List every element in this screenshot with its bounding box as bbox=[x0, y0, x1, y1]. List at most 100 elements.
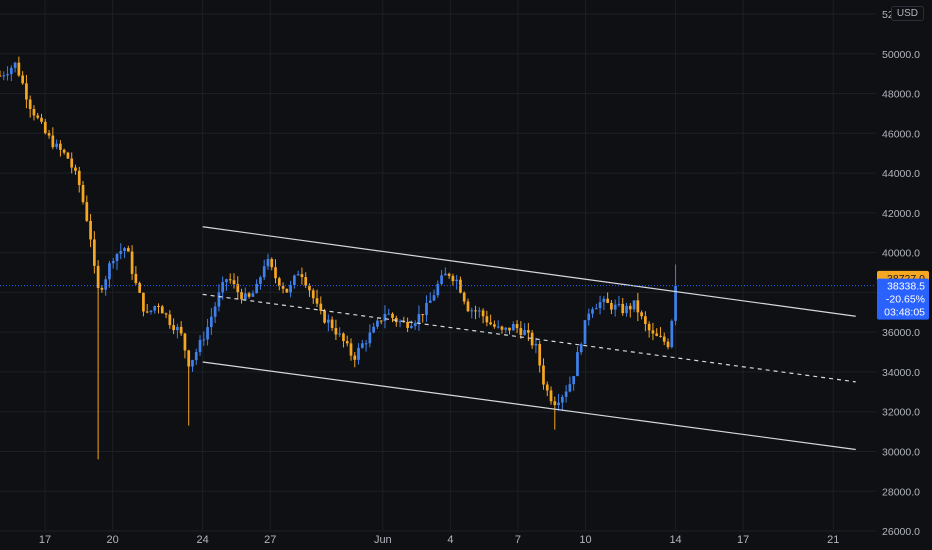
x-tick-label: 24 bbox=[197, 534, 209, 546]
candle-body bbox=[157, 306, 160, 308]
currency-label[interactable]: USD bbox=[890, 6, 924, 21]
candle-body bbox=[221, 282, 225, 293]
candle-body bbox=[85, 202, 89, 221]
channel-lower-line[interactable] bbox=[202, 361, 856, 451]
candle-body bbox=[198, 339, 202, 353]
candle-body bbox=[530, 332, 534, 346]
descending-channel[interactable] bbox=[202, 226, 856, 451]
candle-body bbox=[92, 239, 96, 266]
candle-body bbox=[496, 326, 500, 328]
candle-body bbox=[209, 316, 213, 328]
candle-body bbox=[326, 319, 330, 323]
channel-upper-line[interactable] bbox=[202, 226, 856, 317]
candle-body bbox=[579, 344, 583, 353]
candle-body bbox=[568, 384, 572, 392]
candle-body bbox=[142, 292, 145, 312]
candle-body bbox=[436, 283, 440, 296]
candle-body bbox=[413, 323, 417, 326]
channel-mid-line[interactable] bbox=[202, 293, 856, 383]
candlestick-series bbox=[0, 56, 677, 460]
candle-body bbox=[398, 321, 402, 323]
last-price-badge-text: -20.65% bbox=[886, 294, 925, 306]
candle-body bbox=[481, 310, 485, 317]
candle-body bbox=[515, 324, 519, 329]
candle-body bbox=[621, 303, 625, 314]
candle-body bbox=[179, 326, 183, 334]
candle-body bbox=[606, 298, 609, 303]
candle-body bbox=[296, 274, 300, 276]
candle-body bbox=[383, 313, 387, 322]
candle-body bbox=[655, 333, 659, 336]
candle-body bbox=[89, 220, 92, 240]
candle-body bbox=[602, 298, 606, 303]
candle-body bbox=[387, 313, 391, 315]
candle-body bbox=[632, 300, 636, 310]
candle-body bbox=[443, 273, 447, 276]
candle-body bbox=[345, 341, 349, 344]
time-axis[interactable]: 17 20 24 27 Jun 4 7 10 14 17 21 bbox=[39, 534, 839, 546]
candle-body bbox=[557, 402, 560, 406]
candle-body bbox=[36, 115, 40, 118]
candle-body bbox=[572, 376, 576, 385]
candle-body bbox=[338, 333, 342, 335]
candle-body bbox=[55, 143, 58, 148]
candle-body bbox=[628, 305, 632, 310]
candle-body bbox=[304, 277, 308, 286]
candle-body bbox=[308, 285, 311, 291]
candle-body bbox=[134, 273, 138, 284]
candle-body bbox=[459, 279, 462, 293]
candle-body bbox=[334, 327, 338, 335]
x-tick-label: 17 bbox=[737, 534, 749, 546]
candle-body bbox=[21, 75, 25, 84]
candle-body bbox=[545, 384, 549, 391]
candle-body bbox=[255, 283, 259, 294]
candle-body bbox=[47, 133, 51, 136]
candle-body bbox=[13, 62, 17, 68]
candle-body bbox=[372, 326, 375, 333]
candle-body bbox=[342, 333, 345, 342]
candle-body bbox=[493, 324, 496, 327]
candle-body bbox=[659, 335, 662, 337]
candle-body bbox=[647, 323, 651, 331]
candle-body bbox=[251, 293, 255, 297]
price-badges: 38727.038338.5-20.65%03:48:05 bbox=[877, 270, 929, 320]
candle-body bbox=[391, 313, 394, 318]
candle-body bbox=[119, 251, 123, 254]
candle-body bbox=[191, 360, 194, 367]
candle-body bbox=[243, 293, 247, 300]
candle-body bbox=[432, 295, 436, 301]
candle-body bbox=[421, 314, 425, 316]
candle-body bbox=[466, 301, 470, 312]
candle-body bbox=[462, 292, 466, 302]
candle-body bbox=[315, 298, 319, 304]
candle-body bbox=[477, 310, 481, 312]
candle-body bbox=[293, 275, 296, 285]
candle-body bbox=[81, 184, 85, 203]
grid bbox=[0, 0, 876, 532]
candle-body bbox=[202, 339, 206, 341]
last-price-badge bbox=[877, 278, 929, 320]
last-price-badge-text: 38338.5 bbox=[887, 281, 925, 293]
candle-body bbox=[187, 350, 191, 367]
candle-body bbox=[51, 135, 55, 148]
candle-body bbox=[644, 316, 647, 324]
candle-body bbox=[511, 324, 515, 331]
candle-body bbox=[228, 279, 232, 281]
candle-body bbox=[670, 320, 674, 348]
candle-body bbox=[425, 302, 428, 316]
candle-body bbox=[455, 279, 459, 282]
candle-body bbox=[564, 391, 568, 397]
candle-body bbox=[583, 320, 587, 345]
candle-body bbox=[674, 285, 677, 321]
candle-body bbox=[28, 99, 32, 109]
candle-body bbox=[285, 288, 289, 293]
candle-body bbox=[587, 313, 591, 321]
candle-body bbox=[662, 336, 666, 342]
candle-body bbox=[500, 326, 504, 330]
candle-body bbox=[100, 288, 104, 290]
candle-body bbox=[534, 343, 538, 346]
candle-body bbox=[360, 343, 364, 348]
candle-body bbox=[636, 300, 640, 313]
candle-body bbox=[311, 290, 315, 299]
